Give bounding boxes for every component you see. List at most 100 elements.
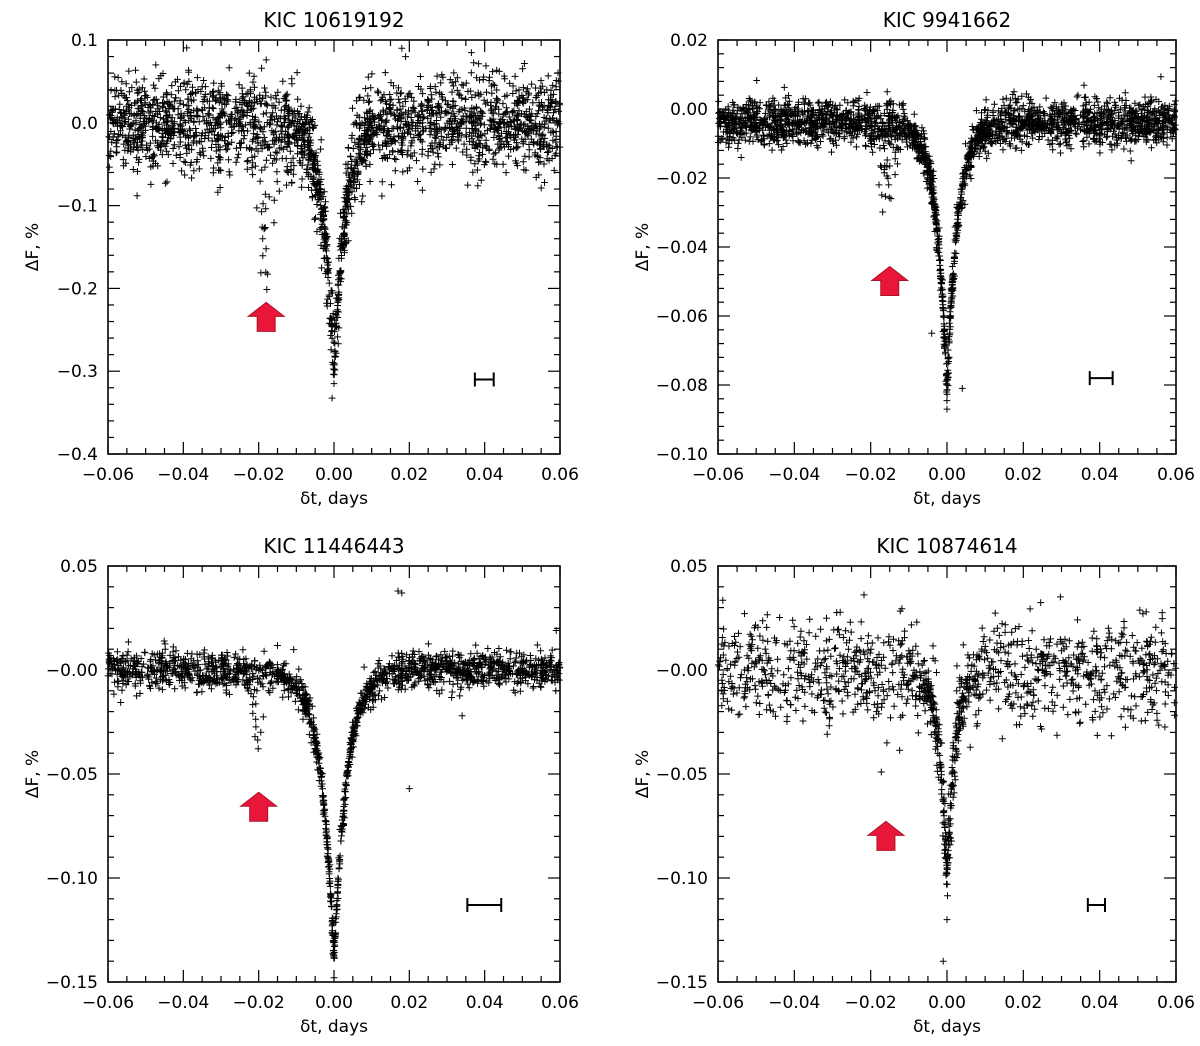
data-point — [537, 184, 545, 192]
data-point — [1074, 91, 1082, 99]
data-point — [1035, 136, 1043, 143]
data-point — [360, 96, 368, 104]
x-tick-label: −0.04 — [768, 465, 820, 485]
data-point — [325, 258, 332, 266]
data-point — [366, 97, 373, 105]
data-point — [551, 151, 559, 159]
data-point — [318, 264, 325, 272]
data-point — [366, 161, 374, 168]
data-point — [555, 108, 563, 115]
data-point — [390, 82, 397, 90]
data-point — [138, 102, 146, 109]
data-point — [117, 109, 124, 116]
data-point — [1085, 140, 1093, 148]
data-point — [351, 119, 359, 127]
data-point — [359, 192, 367, 200]
data-point — [521, 152, 529, 160]
data-point — [248, 164, 256, 171]
data-point — [132, 78, 140, 86]
data-point — [552, 138, 560, 146]
data-point — [278, 155, 286, 162]
data-point — [334, 333, 341, 341]
data-point — [260, 110, 267, 118]
data-point — [232, 158, 240, 166]
data-point — [966, 171, 974, 179]
data-point — [863, 89, 871, 96]
data-point — [1127, 157, 1135, 165]
data-point — [442, 125, 449, 132]
data-point — [129, 166, 137, 173]
data-point — [269, 109, 277, 117]
data-point — [294, 95, 302, 103]
data-point — [427, 169, 435, 176]
data-point — [182, 86, 190, 94]
data-point — [210, 79, 218, 87]
data-point — [1042, 94, 1050, 102]
data-point — [235, 150, 242, 158]
data-point — [353, 185, 360, 192]
x-tick-label: 0.00 — [928, 465, 966, 485]
chart-panel-2: KIC 9941662−0.06 −0.04 −0.02 0.00 0.02 0.04 0.… — [633, 8, 1195, 509]
data-point — [257, 269, 265, 277]
data-point — [449, 98, 457, 105]
data-point — [134, 89, 141, 97]
data-point — [264, 270, 271, 278]
data-point — [286, 147, 294, 155]
data-point — [163, 147, 170, 155]
y-tick-label: 0.0 — [71, 114, 98, 134]
data-point — [1157, 73, 1165, 81]
data-point — [380, 91, 388, 99]
data-point — [261, 224, 269, 231]
data-point — [875, 181, 883, 189]
data-point — [258, 166, 266, 174]
data-point — [878, 191, 886, 199]
data-point — [390, 125, 397, 132]
x-axis-label: δt, days — [913, 489, 981, 509]
data-point — [269, 159, 276, 167]
data-point — [283, 123, 291, 131]
data-point — [356, 181, 363, 188]
data-point — [175, 87, 182, 95]
data-point — [228, 138, 236, 146]
data-point — [433, 72, 441, 80]
data-point — [525, 153, 533, 161]
data-point — [939, 298, 947, 305]
data-point — [1073, 130, 1081, 138]
data-point — [391, 155, 398, 162]
data-point — [780, 84, 788, 91]
data-point — [322, 198, 329, 206]
data-point — [158, 151, 166, 158]
data-point — [297, 102, 305, 110]
data-point — [272, 95, 280, 103]
data-point — [190, 167, 198, 175]
y-axis-label: ΔF, % — [633, 223, 653, 271]
data-point — [262, 109, 270, 117]
data-point — [258, 64, 265, 72]
data-point — [180, 79, 188, 87]
data-point — [433, 143, 441, 151]
data-point — [111, 93, 119, 100]
data-point — [395, 95, 402, 103]
data-point — [1163, 141, 1171, 149]
data-point — [425, 97, 432, 104]
data-point — [458, 81, 466, 89]
data-point — [885, 194, 893, 202]
data-point — [431, 125, 439, 133]
data-point — [208, 144, 215, 151]
data-point — [243, 158, 251, 165]
data-point — [449, 161, 456, 168]
data-point — [197, 138, 205, 146]
data-point — [499, 100, 507, 107]
data-point — [480, 96, 488, 104]
data-point — [397, 89, 405, 97]
data-point — [1172, 97, 1179, 105]
data-point — [187, 90, 195, 98]
data-point — [383, 143, 390, 150]
data-point — [117, 87, 125, 94]
data-point — [1082, 93, 1089, 101]
data-point — [489, 68, 496, 75]
data-point — [501, 110, 509, 118]
data-point — [328, 394, 336, 402]
data-point — [879, 208, 887, 216]
data-point — [180, 101, 187, 108]
